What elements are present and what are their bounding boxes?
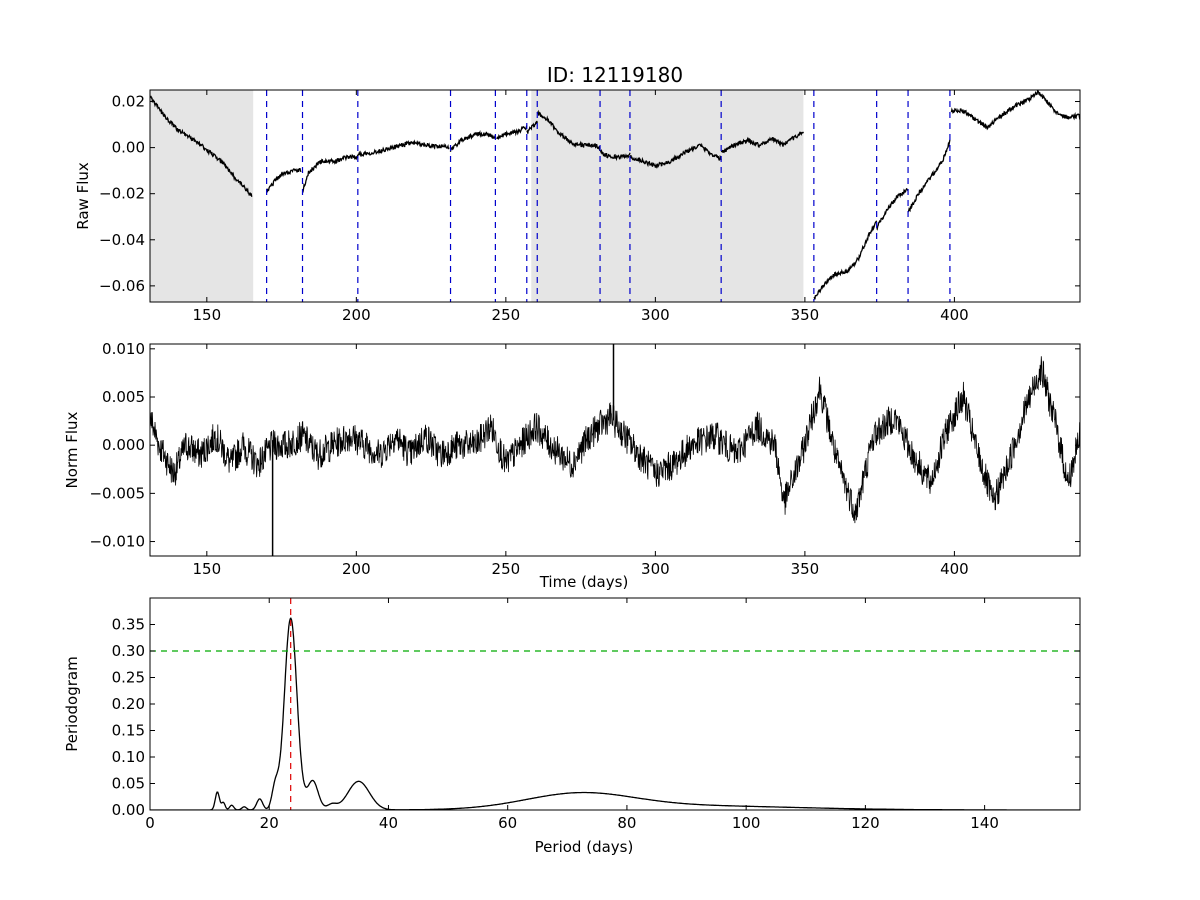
raw-flux-segment — [907, 139, 951, 213]
plot-area — [150, 598, 1080, 810]
y-tick-label: 0.00 — [112, 139, 145, 157]
norm-flux-series — [150, 356, 1080, 524]
periodogram-panel: 0 20 40 60 80 100 120 140 0.00 0.05 0.10 0.15 0.20 0.… — [63, 597, 1081, 856]
x-tick-label: 250 — [492, 560, 521, 578]
x-tick-label: 120 — [851, 814, 880, 832]
norm-flux-panel: 150 200 250 300 350 400 −0.010 −0.005 0.000 0.005… — [63, 340, 1081, 591]
raw-flux-segment — [449, 130, 496, 152]
plot-area — [150, 344, 1080, 556]
raw-flux-panel: 150 200 250 300 350 400 −0.06 −0.04 −0.02 0.00 0.0… — [74, 89, 1081, 324]
x-tick-label: 400 — [940, 560, 969, 578]
y-tick-label: 0.010 — [102, 340, 145, 358]
chart-title: ID: 12119180 — [547, 63, 683, 87]
y-tick-label: 0.02 — [112, 93, 145, 111]
y-tick-label: −0.010 — [89, 533, 145, 551]
x-tick-label: 400 — [940, 306, 969, 324]
shaded-quarter — [150, 90, 254, 302]
y-tick-label: 0.20 — [112, 695, 145, 713]
shaded-quarter — [531, 90, 804, 302]
raw-flux-segment — [950, 90, 1080, 131]
raw-flux-segment — [536, 109, 601, 152]
y-axis-label: Raw Flux — [74, 162, 92, 230]
y-tick-label: 0.15 — [112, 722, 145, 740]
x-tick-label: 100 — [732, 814, 761, 832]
y-axis-label: Norm Flux — [63, 411, 81, 488]
y-tick-label: 0.000 — [102, 436, 145, 454]
raw-flux-segment — [720, 131, 804, 154]
x-tick-label: 250 — [492, 306, 521, 324]
x-tick-label: 350 — [791, 560, 820, 578]
y-tick-label: −0.02 — [99, 185, 145, 203]
x-axis-label: Time (days) — [539, 573, 629, 591]
x-tick-label: 300 — [641, 560, 670, 578]
raw-flux-segment — [876, 187, 909, 231]
x-tick-label: 80 — [617, 814, 636, 832]
x-tick-label: 350 — [791, 306, 820, 324]
x-tick-label: 0 — [145, 814, 155, 832]
raw-flux-segment — [496, 125, 528, 140]
y-tick-label: 0.10 — [112, 748, 145, 766]
x-tick-label: 300 — [641, 306, 670, 324]
raw-flux-segment — [629, 142, 722, 169]
y-tick-label: −0.06 — [99, 277, 145, 295]
raw-flux-segment — [302, 153, 359, 193]
raw-flux-segment — [526, 120, 538, 134]
x-tick-label: 20 — [260, 814, 279, 832]
y-tick-label: 0.00 — [112, 801, 145, 819]
x-axis-label: Period (days) — [535, 838, 634, 856]
x-tick-label: 150 — [192, 306, 221, 324]
periodogram-series — [150, 617, 1080, 810]
x-tick-label: 200 — [342, 306, 371, 324]
x-tick-label: 150 — [192, 560, 221, 578]
y-tick-label: 0.30 — [112, 642, 145, 660]
raw-flux-segment — [813, 220, 878, 300]
y-axis-label: Periodogram — [63, 656, 81, 751]
plot-area — [150, 90, 1080, 302]
x-tick-label: 200 — [342, 560, 371, 578]
raw-flux-segment — [357, 139, 450, 158]
raw-flux-segment — [265, 168, 302, 194]
x-tick-label: 40 — [379, 814, 398, 832]
x-tick-label: 60 — [498, 814, 517, 832]
raw-flux-segment — [150, 95, 253, 197]
axes-frame — [149, 89, 1081, 303]
y-tick-label: −0.005 — [89, 484, 145, 502]
y-tick-label: 0.25 — [112, 669, 145, 687]
y-tick-label: 0.05 — [112, 775, 145, 793]
y-tick-label: 0.005 — [102, 388, 145, 406]
y-tick-label: −0.04 — [99, 231, 145, 249]
raw-flux-segment — [599, 148, 631, 162]
x-tick-label: 140 — [970, 814, 999, 832]
y-tick-label: 0.35 — [112, 616, 145, 634]
axes-frame — [149, 343, 1081, 557]
axes-frame — [149, 597, 1081, 811]
